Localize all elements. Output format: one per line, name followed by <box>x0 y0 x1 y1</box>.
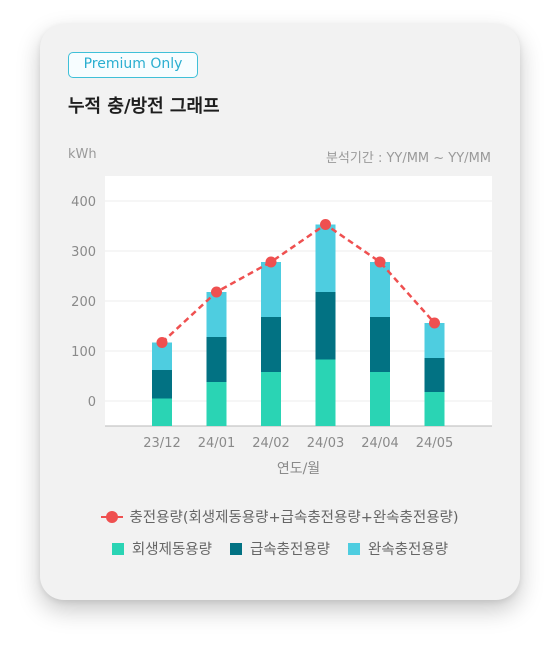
y-tick-label: 100 <box>71 345 96 360</box>
legend-item-fast[interactable]: 급속충전용량 <box>229 538 331 559</box>
x-tick-label: 23/12 <box>143 436 180 451</box>
bar-fast-24-03 <box>315 292 336 360</box>
total-charge-point <box>429 317 440 329</box>
chart-card: Premium Only 누적 충/방전 그래프 kWh 분석기간 : YY/M… <box>40 24 520 600</box>
y-tick-label: 200 <box>71 295 96 310</box>
x-axis-label: 연도/월 <box>277 461 320 477</box>
legend-item-regen[interactable]: 회생제동용량 <box>111 538 212 559</box>
legend-slow-label: 완속충전용량 <box>368 542 449 558</box>
legend-fast-label: 급속충전용량 <box>249 542 331 558</box>
fast-swatch-icon <box>229 543 242 555</box>
legend-bars: 회생제동용량 급속충전용량 완속충전용량 <box>40 538 520 559</box>
total-charge-point <box>374 256 386 268</box>
line-marker-icon <box>101 511 124 523</box>
bar-slow-24-03 <box>315 224 336 292</box>
bar-slow-24-01 <box>206 292 227 337</box>
total-charge-line <box>161 222 436 344</box>
y-tick-label: 400 <box>71 195 96 210</box>
bar-fast-23-12 <box>152 370 172 399</box>
total-charge-point <box>211 286 222 298</box>
bar-regen-24-02 <box>261 372 281 426</box>
y-tick-label: 0 <box>88 395 96 410</box>
x-tick-label: 24/05 <box>416 436 453 451</box>
bar-fast-24-05 <box>424 358 445 392</box>
bar-slow-24-02 <box>261 262 281 317</box>
regen-swatch-icon <box>111 543 124 555</box>
total-charge-point <box>265 256 277 268</box>
bar-regen-24-01 <box>206 382 227 426</box>
legend-regen-label: 회생제동용량 <box>131 542 212 558</box>
period-label: 분석기간 : YY/MM ~ YY/MM <box>325 151 491 166</box>
total-charge-point <box>156 337 168 348</box>
x-tick-label: 24/02 <box>252 436 289 451</box>
y-tick-label: 300 <box>71 245 96 260</box>
legend-total-label: 충전용량(회생제동용량+급속충전용량+완속충전용량) <box>129 510 459 526</box>
bar-slow-24-04 <box>370 262 390 317</box>
bar-fast-24-01 <box>206 337 227 382</box>
premium-badge: Premium Only <box>68 52 198 78</box>
bar-slow-24-05 <box>424 323 445 358</box>
bar-fast-24-02 <box>261 317 281 372</box>
x-tick-label: 24/03 <box>307 436 344 451</box>
bar-regen-24-05 <box>424 392 445 426</box>
total-charge-point <box>320 219 331 230</box>
x-tick-label: 24/04 <box>361 436 398 451</box>
legend-item-slow[interactable]: 완속충전용량 <box>348 538 448 559</box>
bar-regen-23-12 <box>152 398 172 426</box>
legend-total-line[interactable]: 충전용량(회생제동용량+급속충전용량+완속충전용량) <box>40 506 520 527</box>
slow-swatch-icon <box>348 543 361 555</box>
bar-regen-24-03 <box>315 359 336 426</box>
bar-fast-24-04 <box>370 317 390 372</box>
bar-slow-23-12 <box>152 342 172 370</box>
chart-svg: 0 100 200 300 400 23/12 24/01 24/02 24/03 24/04 2… <box>71 176 492 477</box>
x-tick-label: 24/01 <box>198 436 235 451</box>
card-title: 누적 충/방전 그래프 <box>68 96 220 117</box>
y-unit-label: kWh <box>68 147 97 162</box>
bar-regen-24-04 <box>370 372 390 426</box>
